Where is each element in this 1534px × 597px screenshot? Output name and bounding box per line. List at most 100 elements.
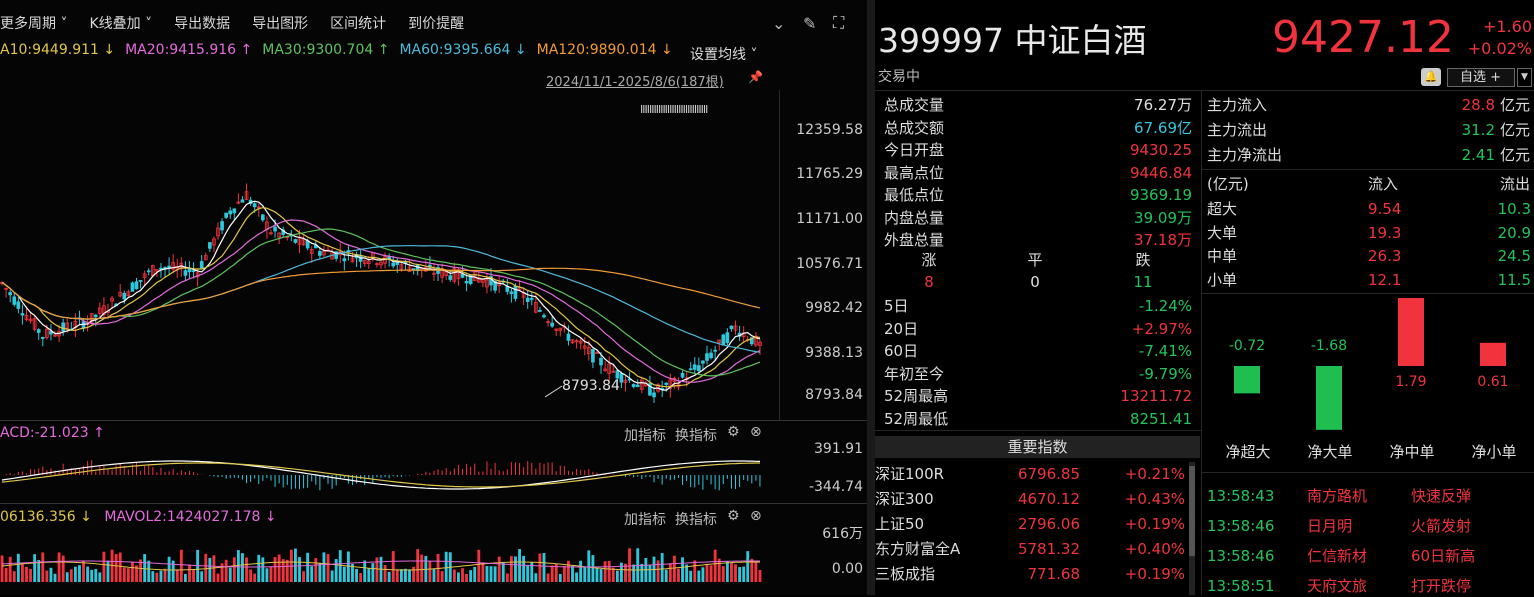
flow-row-label: 小单 bbox=[1207, 270, 1238, 289]
candle-body bbox=[89, 313, 94, 323]
candle-body bbox=[432, 272, 436, 275]
volume-bar bbox=[122, 567, 126, 582]
candle-body bbox=[513, 285, 518, 299]
candle-body bbox=[586, 347, 591, 355]
unit-label: 亿元 bbox=[1500, 96, 1531, 114]
index-name[interactable]: 东方财富全A bbox=[875, 540, 961, 558]
panel-splitter[interactable] bbox=[867, 0, 875, 595]
dea-line bbox=[1, 462, 760, 488]
switch-indicator-button[interactable]: 换指标 bbox=[675, 428, 717, 444]
add-watchlist-button[interactable]: 自选 + bbox=[1447, 68, 1515, 87]
candle-body bbox=[171, 262, 176, 270]
stat-value: 37.18万 bbox=[1134, 231, 1192, 249]
candle-body bbox=[558, 327, 563, 332]
candle-body bbox=[615, 370, 620, 379]
mavol2-line bbox=[1, 560, 760, 568]
volume-bar bbox=[685, 564, 689, 582]
candle-body bbox=[570, 339, 575, 344]
volume-bar bbox=[648, 564, 652, 582]
alert-stock[interactable]: 南方路机 bbox=[1307, 487, 1368, 505]
add-indicator-button[interactable]: 加指标 bbox=[624, 428, 666, 444]
volume-bar bbox=[562, 565, 566, 582]
kline-overlay-menu[interactable]: K线叠加 ˅ bbox=[89, 16, 153, 32]
candle-body bbox=[261, 214, 265, 221]
volume-bar bbox=[33, 554, 37, 582]
pen-icon[interactable]: ✎ bbox=[803, 13, 817, 33]
volume-bar bbox=[404, 568, 407, 582]
stat-value: 76.27万 bbox=[1134, 96, 1192, 114]
volume-bar bbox=[131, 561, 134, 582]
price-tick: 8793.84 bbox=[805, 387, 863, 403]
candle-body bbox=[534, 302, 538, 313]
volume-bar bbox=[542, 553, 546, 582]
volume-bar bbox=[579, 560, 583, 582]
export-chart-button[interactable]: 导出图形 bbox=[252, 16, 309, 32]
export-data-button[interactable]: 导出数据 bbox=[174, 16, 231, 32]
candle-body bbox=[102, 305, 106, 315]
volume-bar bbox=[432, 568, 436, 582]
volume-bar bbox=[216, 573, 220, 582]
index-name[interactable]: 深证300 bbox=[875, 490, 934, 508]
net-flow-value: 0.61 bbox=[1477, 374, 1509, 390]
alert-stock[interactable]: 天府文旅 bbox=[1307, 577, 1368, 595]
macd-plot[interactable] bbox=[0, 445, 779, 503]
ma-settings-button[interactable]: 设置均线 ˅ bbox=[690, 47, 758, 63]
kline-chart-panel[interactable]: 更多周期 ˅ K线叠加 ˅ 导出数据 导出图形 区间统计 到价提醒 ⌄ ✎ ⛶ … bbox=[0, 0, 867, 595]
volume-bar bbox=[65, 572, 69, 582]
stat-label: 内盘总量 bbox=[884, 208, 945, 227]
scroll-ruler[interactable]: IIIIIIIIIIIIIIIIIIIIIIIIIIIIII bbox=[640, 103, 708, 116]
close-icon[interactable]: ⊗ bbox=[750, 508, 762, 524]
volume-bar bbox=[163, 568, 167, 582]
flow-table-unit: (亿元) bbox=[1207, 175, 1249, 193]
volume-bar bbox=[179, 549, 183, 582]
fullscreen-icon[interactable]: ⛶ bbox=[833, 13, 845, 32]
kline-plot[interactable]: 8793.84 bbox=[0, 90, 779, 420]
volume-bar bbox=[440, 571, 444, 582]
alert-stock[interactable]: 仁信新材 bbox=[1307, 547, 1368, 565]
alert-time: 13:58:51 bbox=[1207, 577, 1275, 595]
volume-bar bbox=[628, 548, 631, 582]
candle-body bbox=[126, 291, 131, 296]
index-name[interactable]: 上证50 bbox=[875, 515, 925, 533]
pin-icon[interactable]: 📌 bbox=[748, 70, 763, 84]
switch-indicator-button[interactable]: 换指标 bbox=[675, 512, 717, 528]
range-stats-button[interactable]: 区间统计 bbox=[330, 16, 387, 32]
price-alert-button[interactable]: 到价提醒 bbox=[408, 16, 465, 32]
candle-body bbox=[391, 262, 396, 267]
stat-value: 9446.84 bbox=[1129, 163, 1192, 182]
add-indicator-button[interactable]: 加指标 bbox=[624, 512, 666, 528]
volume-bar bbox=[391, 551, 395, 582]
alert-stock[interactable]: 日月明 bbox=[1307, 517, 1353, 535]
volume-plot[interactable] bbox=[0, 530, 779, 582]
candle-body bbox=[269, 232, 273, 235]
panel-divider bbox=[0, 503, 867, 504]
candle-body bbox=[110, 297, 114, 302]
scrollbar[interactable] bbox=[1189, 462, 1195, 595]
period-menu[interactable]: 更多周期 ˅ bbox=[0, 16, 68, 32]
candle-body bbox=[208, 242, 212, 249]
bell-icon[interactable]: 🔔 bbox=[1421, 68, 1441, 86]
candle-body bbox=[240, 199, 245, 203]
candle-body bbox=[582, 345, 587, 349]
candle-body bbox=[639, 379, 644, 390]
index-name[interactable]: 深证100R bbox=[875, 465, 945, 483]
candle-body bbox=[652, 392, 656, 398]
candle-body bbox=[709, 352, 713, 359]
volume-bar bbox=[342, 566, 346, 582]
candle-body bbox=[529, 297, 534, 300]
gear-icon[interactable]: ⚙ bbox=[727, 508, 740, 524]
candle-body bbox=[692, 364, 697, 370]
chevron-down-icon[interactable]: ▼ bbox=[1517, 68, 1532, 87]
alert-event: 火箭发射 bbox=[1411, 517, 1472, 535]
candle-body bbox=[701, 360, 705, 364]
volume-bar bbox=[497, 556, 501, 582]
volume-bar bbox=[705, 563, 709, 582]
volume-bar bbox=[444, 551, 448, 582]
volume-bar bbox=[493, 566, 497, 582]
index-name[interactable]: 三板成指 bbox=[875, 565, 936, 583]
gear-icon[interactable]: ⚙ bbox=[727, 424, 740, 440]
chevron-down-circle-icon[interactable]: ⌄ bbox=[772, 13, 786, 33]
close-icon[interactable]: ⊗ bbox=[750, 424, 762, 440]
date-range-label[interactable]: 2024/11/1-2025/8/6(187根) bbox=[546, 75, 724, 90]
volume-bar bbox=[232, 557, 236, 582]
